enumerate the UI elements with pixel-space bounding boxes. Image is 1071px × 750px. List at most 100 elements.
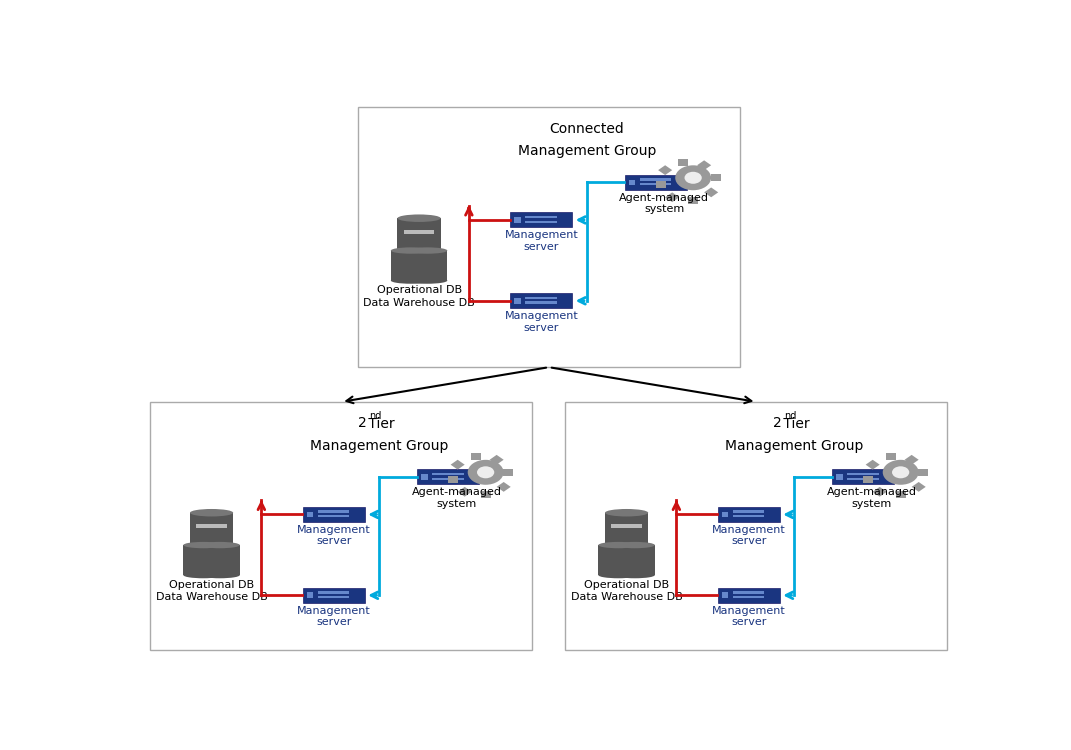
Bar — [200, 545, 240, 575]
Bar — [489, 454, 503, 465]
Bar — [391, 251, 431, 280]
Bar — [481, 491, 491, 499]
Bar — [196, 524, 227, 528]
Ellipse shape — [190, 509, 233, 517]
Bar — [704, 188, 719, 197]
Ellipse shape — [200, 572, 240, 578]
Bar — [629, 179, 635, 185]
Bar — [678, 158, 689, 166]
Bar — [832, 470, 894, 484]
Text: Management
server: Management server — [504, 311, 578, 333]
Bar — [306, 512, 314, 518]
Bar — [733, 591, 764, 593]
Text: 2: 2 — [773, 416, 782, 430]
Bar — [525, 216, 557, 218]
Bar — [918, 469, 929, 476]
Bar — [404, 230, 434, 234]
Text: Operational DB: Operational DB — [377, 285, 462, 296]
Ellipse shape — [615, 572, 654, 578]
Circle shape — [468, 460, 503, 484]
Bar — [624, 175, 687, 190]
Bar — [358, 107, 740, 368]
Ellipse shape — [407, 278, 448, 284]
Ellipse shape — [407, 248, 448, 254]
Bar — [150, 402, 532, 650]
Bar — [722, 512, 728, 518]
Text: Operational DB: Operational DB — [169, 580, 254, 590]
Bar — [718, 507, 780, 522]
Bar — [697, 160, 711, 170]
Bar — [318, 515, 349, 517]
Bar — [665, 192, 679, 202]
Bar — [318, 596, 349, 598]
Bar — [407, 251, 448, 280]
Bar — [514, 217, 521, 223]
Bar — [847, 473, 878, 476]
Circle shape — [675, 165, 711, 190]
Bar — [733, 511, 764, 513]
Ellipse shape — [190, 544, 233, 551]
Text: Management
server: Management server — [712, 606, 786, 627]
Bar — [510, 212, 572, 227]
Text: Tier: Tier — [364, 418, 395, 431]
Bar — [718, 588, 780, 603]
Bar — [318, 591, 349, 593]
Bar — [733, 515, 764, 517]
Bar — [863, 476, 873, 483]
Bar — [836, 474, 843, 480]
Bar — [510, 293, 572, 308]
Ellipse shape — [391, 278, 431, 284]
Bar — [639, 178, 672, 181]
Text: Data Warehouse DB: Data Warehouse DB — [155, 592, 268, 602]
Circle shape — [477, 466, 495, 478]
Bar — [599, 545, 638, 575]
Ellipse shape — [183, 542, 223, 548]
Circle shape — [892, 466, 909, 478]
Text: Management Group: Management Group — [311, 440, 449, 454]
Text: Agent-managed
system: Agent-managed system — [411, 488, 501, 509]
Text: nd: nd — [784, 410, 796, 421]
Text: Connected: Connected — [549, 122, 624, 136]
Bar — [318, 511, 349, 513]
Bar — [503, 469, 513, 476]
Bar — [432, 473, 464, 476]
Bar — [722, 592, 728, 598]
Bar — [689, 197, 698, 204]
Bar — [565, 402, 948, 650]
Bar — [183, 545, 223, 575]
Text: Agent-managed
system: Agent-managed system — [619, 193, 709, 214]
Text: Management Group: Management Group — [518, 144, 657, 158]
Bar — [905, 454, 919, 465]
Bar — [612, 524, 642, 528]
Ellipse shape — [183, 572, 223, 578]
Bar — [457, 487, 471, 496]
Ellipse shape — [200, 542, 240, 548]
Text: Management
server: Management server — [504, 230, 578, 252]
Ellipse shape — [615, 542, 654, 548]
Bar — [514, 298, 521, 304]
Ellipse shape — [391, 248, 431, 254]
Bar — [432, 478, 464, 480]
Text: Management
server: Management server — [297, 606, 371, 627]
Bar — [418, 470, 480, 484]
Text: Management
server: Management server — [712, 525, 786, 547]
Text: nd: nd — [368, 410, 381, 421]
Text: Operational DB: Operational DB — [584, 580, 669, 590]
Ellipse shape — [605, 509, 648, 517]
Circle shape — [684, 172, 702, 184]
Bar — [421, 474, 428, 480]
Bar — [886, 453, 895, 460]
Bar — [525, 297, 557, 299]
Bar — [497, 482, 511, 492]
Bar — [733, 596, 764, 598]
Bar — [655, 182, 665, 188]
Bar — [451, 460, 465, 470]
Bar — [895, 491, 906, 499]
Text: Management
server: Management server — [297, 525, 371, 547]
Bar — [303, 588, 365, 603]
Text: Data Warehouse DB: Data Warehouse DB — [571, 592, 682, 602]
Ellipse shape — [599, 572, 638, 578]
Circle shape — [883, 460, 919, 484]
Text: Data Warehouse DB: Data Warehouse DB — [363, 298, 474, 308]
Bar — [525, 302, 557, 304]
